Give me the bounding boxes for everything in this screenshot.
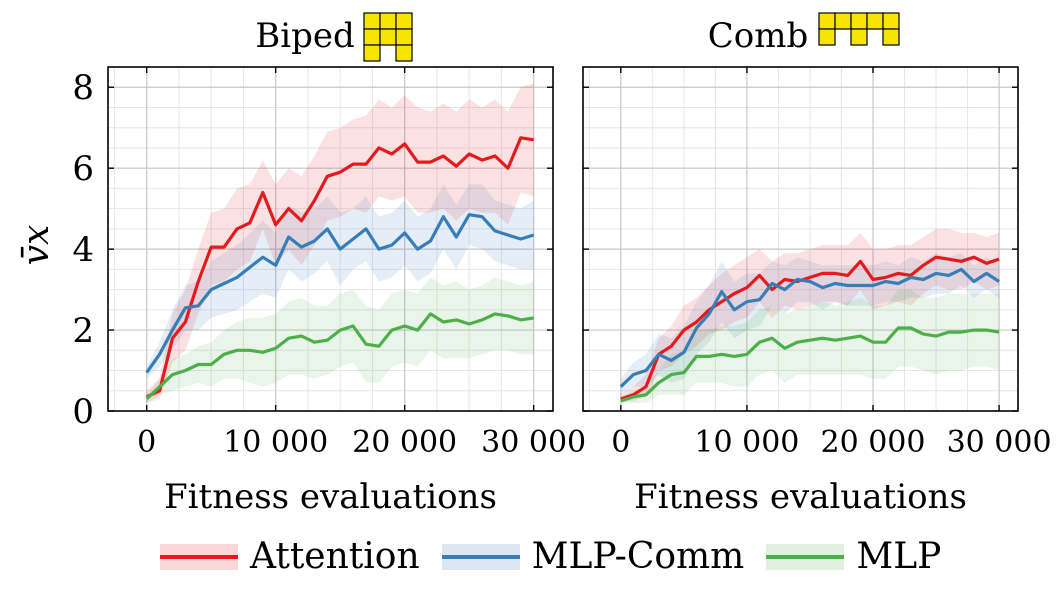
- robot-voxel: [363, 44, 381, 62]
- robot-voxel: [395, 28, 413, 46]
- robot-voxel: [866, 12, 884, 30]
- legend-item-attention: Attention: [160, 536, 420, 577]
- robot-voxel: [834, 12, 852, 30]
- y-tick-label: 0: [72, 392, 94, 432]
- comb-grid-icon: [818, 12, 900, 46]
- y-tick-label: 2: [72, 311, 94, 351]
- robot-voxel: [379, 28, 397, 46]
- series-line-attention: [620, 255, 1000, 401]
- series-line-mlp: [620, 326, 1000, 403]
- series-band-mlp: [620, 289, 1000, 403]
- panel-title: Comb: [708, 16, 809, 56]
- series-line-mlp-comm: [145, 213, 535, 374]
- legend-item-mlp-comm: MLP-Comm: [441, 536, 745, 577]
- x-tick-label: 10 000: [694, 425, 799, 460]
- legend-swatch-attention: [160, 540, 238, 574]
- robot-voxel: [363, 28, 381, 46]
- series-band-attention: [146, 83, 534, 403]
- series-band-mlp-comm: [620, 253, 1000, 395]
- x-axis-label: Fitness evaluations: [634, 477, 967, 517]
- robot-voxel: [379, 12, 397, 30]
- legend-item-mlp: MLP: [766, 536, 941, 577]
- robot-voxel: [882, 28, 900, 46]
- robot-voxel: [850, 28, 868, 46]
- chart-panel-biped: 0 10 000 20 000 30 000 0 2 4 6 8 Fitness evaluati…: [72, 12, 586, 517]
- x-tick-label: 0: [611, 425, 630, 460]
- robot-voxel: [395, 44, 413, 62]
- legend-label-mlp-comm: MLP-Comm: [531, 536, 745, 577]
- robot-voxel: [850, 12, 868, 30]
- x-tick-label: 30 000: [947, 425, 1052, 460]
- legend-label-attention: Attention: [250, 536, 420, 577]
- legend-swatch-mlp: [766, 540, 845, 574]
- series-band-attention: [620, 228, 1000, 403]
- x-tick-label: 10 000: [223, 425, 328, 460]
- series-line-mlp-comm: [619, 267, 1000, 388]
- legend: Attention MLP-Comm MLP: [160, 536, 963, 577]
- series-band-mlp: [146, 277, 534, 403]
- robot-voxel: [363, 12, 381, 30]
- panel-title: Biped: [255, 16, 355, 56]
- robot-voxel: [395, 12, 413, 30]
- x-axis-label: Fitness evaluations: [164, 477, 497, 517]
- plot-frame: [582, 66, 1019, 412]
- y-tick-label: 4: [72, 230, 94, 270]
- x-tick-label: 20 000: [821, 425, 926, 460]
- y-tick-label: 8: [72, 68, 94, 108]
- robot-voxel: [818, 12, 836, 30]
- legend-label-mlp: MLP: [856, 536, 942, 577]
- legend-swatch-mlp-comm: [441, 540, 520, 574]
- x-tick-label: 20 000: [352, 425, 457, 460]
- chart-panel-comb: 0 10 000 20 000 30 000 Fitness evaluations Co…: [582, 12, 1052, 517]
- robot-voxel: [882, 12, 900, 30]
- y-axis-label: v̄x: [16, 225, 57, 266]
- series-line-mlp: [145, 312, 534, 401]
- y-tick-label: 6: [72, 149, 94, 189]
- biped-grid-icon: [363, 12, 413, 62]
- robot-voxel: [818, 28, 836, 46]
- series-line-attention: [146, 136, 534, 399]
- x-tick-label: 0: [137, 425, 156, 460]
- plot-frame: [107, 66, 554, 412]
- x-tick-label: 30 000: [481, 425, 586, 460]
- series-band-mlp-comm: [146, 184, 534, 379]
